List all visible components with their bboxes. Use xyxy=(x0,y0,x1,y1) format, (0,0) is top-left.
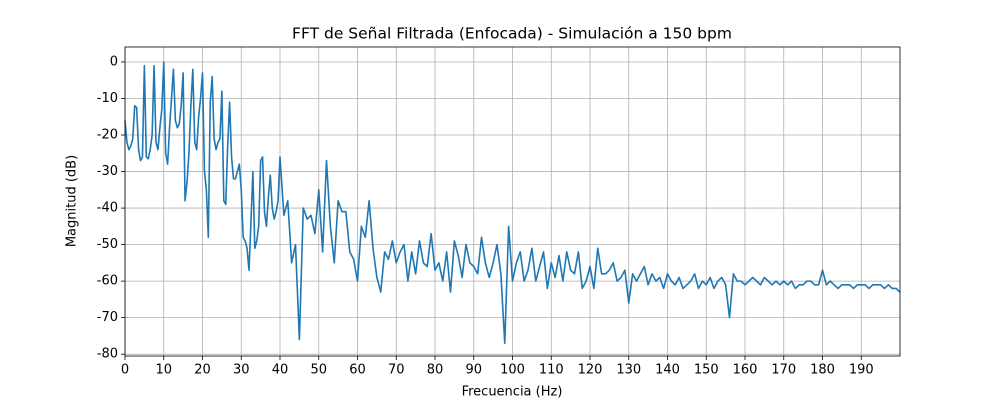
x-tick-label: 170 xyxy=(771,363,796,378)
y-tick-label: -50 xyxy=(97,237,118,252)
x-tick-label: 0 xyxy=(121,363,129,378)
y-tick-label: 0 xyxy=(110,54,118,69)
plot-frame xyxy=(124,46,901,357)
x-tick-label: 30 xyxy=(233,363,250,378)
y-tick-label: -70 xyxy=(97,310,118,325)
y-tick-label: -40 xyxy=(97,201,118,216)
x-tick-label: 10 xyxy=(155,363,172,378)
x-tick-label: 150 xyxy=(694,363,719,378)
x-tick-label: 180 xyxy=(810,363,835,378)
x-tick-label: 60 xyxy=(349,363,366,378)
x-tick-label: 190 xyxy=(849,363,874,378)
y-tick-label: -10 xyxy=(97,91,118,106)
x-tick-label: 40 xyxy=(272,363,289,378)
y-tick-label: -80 xyxy=(97,347,118,362)
y-tick-label: -20 xyxy=(97,128,118,143)
chart-title: FFT de Señal Filtrada (Enfocada) - Simul… xyxy=(292,25,732,43)
plot-area: 0 10 20 30 40 50 60 70 80 90 100 110 120 130 140 150 160… xyxy=(97,46,901,378)
x-tick-label: 140 xyxy=(655,363,680,378)
y-tick-label: -30 xyxy=(97,164,118,179)
x-axis-label: Frecuencia (Hz) xyxy=(462,385,563,400)
x-tick-label: 20 xyxy=(194,363,211,378)
y-tick-label: -60 xyxy=(97,274,118,289)
x-tick-label: 90 xyxy=(465,363,482,378)
y-axis-label: Magnitud (dB) xyxy=(65,155,80,247)
x-tick-label: 160 xyxy=(733,363,758,378)
x-tick-label: 130 xyxy=(616,363,641,378)
x-tick-label: 50 xyxy=(310,363,327,378)
x-tick-label: 120 xyxy=(578,363,603,378)
data-line xyxy=(124,61,901,345)
x-tick-label: 80 xyxy=(427,363,444,378)
x-tick-label: 110 xyxy=(539,363,564,378)
x-tick-label: 70 xyxy=(388,363,405,378)
x-tick-label: 100 xyxy=(500,363,525,378)
